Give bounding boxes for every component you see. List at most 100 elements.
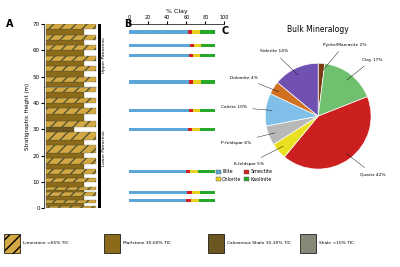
Bar <box>129 30 188 33</box>
Bar <box>129 199 186 202</box>
Bar <box>46 178 96 182</box>
Text: Marlstone 30-60% TIC: Marlstone 30-60% TIC <box>123 241 171 245</box>
Bar <box>186 199 191 202</box>
Bar <box>46 71 84 77</box>
Bar <box>46 29 84 34</box>
Bar <box>190 44 194 47</box>
Bar <box>200 44 215 47</box>
Bar <box>188 128 192 131</box>
Bar <box>193 109 200 112</box>
Bar <box>198 170 215 173</box>
Bar <box>129 80 189 84</box>
Text: P-feldspar 6%: P-feldspar 6% <box>221 133 275 144</box>
Bar <box>46 197 84 200</box>
Bar <box>192 191 200 194</box>
Bar <box>189 80 193 84</box>
Y-axis label: Stratigraphic Height (m): Stratigraphic Height (m) <box>25 83 30 150</box>
Bar <box>186 170 190 173</box>
Bar <box>46 121 96 127</box>
Bar <box>46 169 96 174</box>
Title: Bulk Mineralogy: Bulk Mineralogy <box>287 25 349 34</box>
Bar <box>46 40 84 45</box>
Bar <box>46 50 84 56</box>
Bar <box>187 191 192 194</box>
Bar <box>129 44 190 47</box>
Bar <box>46 187 96 190</box>
Bar <box>188 30 192 33</box>
Wedge shape <box>265 94 318 126</box>
Bar <box>46 163 84 169</box>
FancyBboxPatch shape <box>104 234 120 253</box>
FancyBboxPatch shape <box>300 234 316 253</box>
Bar <box>46 206 96 208</box>
Bar <box>46 203 84 206</box>
FancyBboxPatch shape <box>208 234 224 253</box>
Bar <box>46 103 84 108</box>
X-axis label: % Clay: % Clay <box>166 9 188 14</box>
Bar <box>189 54 193 57</box>
Bar <box>190 170 198 173</box>
Bar <box>46 132 96 140</box>
Bar <box>192 128 200 131</box>
Text: C: C <box>222 26 229 36</box>
Bar <box>98 87 101 208</box>
Text: Dolomite 4%: Dolomite 4% <box>230 76 279 92</box>
Bar <box>46 193 96 197</box>
Bar <box>98 24 101 87</box>
Text: Siderite 14%: Siderite 14% <box>260 49 298 75</box>
Bar <box>129 170 186 173</box>
Bar <box>193 80 200 84</box>
Bar <box>46 127 74 132</box>
Wedge shape <box>284 97 371 169</box>
Bar <box>46 56 96 61</box>
Text: Lower Patrocinio: Lower Patrocinio <box>102 130 106 166</box>
Bar <box>191 199 199 202</box>
Bar <box>46 45 96 50</box>
Bar <box>200 30 215 33</box>
Bar <box>46 108 96 113</box>
Bar <box>46 182 84 187</box>
Bar <box>189 109 193 112</box>
FancyBboxPatch shape <box>4 234 20 253</box>
Bar <box>46 113 84 121</box>
Wedge shape <box>274 116 318 157</box>
Bar <box>46 24 96 29</box>
Bar <box>200 54 215 57</box>
Bar <box>200 191 215 194</box>
Bar <box>46 153 84 158</box>
Wedge shape <box>318 63 325 116</box>
Text: Quartz 42%: Quartz 42% <box>346 153 386 176</box>
Text: Upper Patrocinio: Upper Patrocinio <box>102 38 106 73</box>
Wedge shape <box>270 83 318 116</box>
Text: B: B <box>124 18 132 29</box>
Bar <box>46 190 84 193</box>
Bar <box>46 92 84 98</box>
Bar <box>200 80 215 84</box>
Bar <box>46 77 96 82</box>
Bar <box>200 128 215 131</box>
Wedge shape <box>266 116 318 144</box>
Wedge shape <box>277 63 318 116</box>
Bar <box>46 98 96 103</box>
Text: Clay 17%: Clay 17% <box>347 58 382 80</box>
Bar <box>46 174 84 178</box>
Bar <box>46 87 96 92</box>
Legend: Illite, Chlorite, Smectite, Kaolinite: Illite, Chlorite, Smectite, Kaolinite <box>214 167 274 184</box>
Bar <box>192 30 200 33</box>
Bar <box>129 54 189 57</box>
Bar <box>46 158 96 163</box>
Bar <box>46 140 84 145</box>
Text: Calcite 10%: Calcite 10% <box>221 105 272 111</box>
Wedge shape <box>318 64 367 116</box>
Bar <box>46 82 84 87</box>
Text: K-feldspar 5%: K-feldspar 5% <box>234 146 283 166</box>
Bar <box>46 145 96 153</box>
Bar <box>199 199 215 202</box>
Bar <box>193 54 200 57</box>
Bar <box>129 109 189 112</box>
Text: Shale <10% TIC: Shale <10% TIC <box>319 241 354 245</box>
Bar <box>129 128 188 131</box>
Text: Calcareous Shale 10-30% TIC: Calcareous Shale 10-30% TIC <box>227 241 291 245</box>
Text: A: A <box>6 18 14 29</box>
Bar <box>200 109 215 112</box>
